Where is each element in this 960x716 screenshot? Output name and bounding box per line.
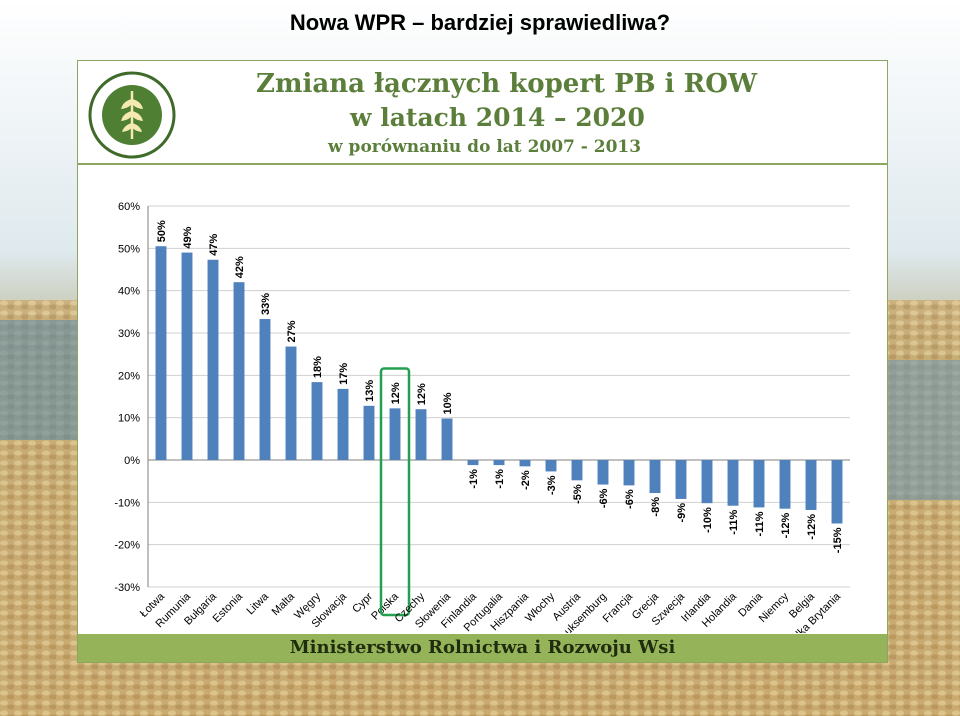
y-tick-label: 0% xyxy=(124,455,140,467)
bar-węgry xyxy=(311,382,323,460)
bar-szwecja xyxy=(675,460,687,499)
data-label: -1% xyxy=(494,469,506,489)
data-label: -6% xyxy=(624,489,636,509)
ministry-logo xyxy=(88,71,176,159)
chart-subtitle-comparison: w porównaniu do lat 2007 - 2013 xyxy=(328,137,642,157)
data-label: -2% xyxy=(520,470,532,490)
x-tick-label: Włochy xyxy=(523,590,557,624)
data-label: -15% xyxy=(832,527,844,553)
chart-title: Zmiana łącznych kopert PB i ROW xyxy=(256,69,758,99)
bar-litwa xyxy=(259,319,271,460)
bar-włochy xyxy=(545,460,557,472)
bar-irlandia xyxy=(701,460,713,504)
footer-ministry-name: Ministerstwo Rolnictwa i Rozwoju Wsi xyxy=(289,637,676,658)
highlight-frame-polska xyxy=(379,367,411,617)
y-tick-label: 30% xyxy=(118,328,140,340)
data-label: 12% xyxy=(390,382,402,404)
data-label: 13% xyxy=(364,380,376,402)
bar-cypr xyxy=(363,405,375,460)
data-label: -10% xyxy=(702,507,714,533)
bar-estonia xyxy=(233,282,245,460)
bar-grecja xyxy=(649,460,661,494)
chart-header: Zmiana łącznych kopert PB i ROW w latach… xyxy=(78,61,887,165)
x-tick-label: Francja xyxy=(601,590,636,625)
data-label: -11% xyxy=(754,511,766,536)
x-tick-label: Estonia xyxy=(211,590,246,625)
chart-panel: Zmiana łącznych kopert PB i ROW w latach… xyxy=(77,60,888,663)
bar-portugalia xyxy=(493,460,505,466)
footer-band: Ministerstwo Rolnictwa i Rozwoju Wsi xyxy=(78,634,887,662)
data-label: 49% xyxy=(182,226,194,248)
bar-dania xyxy=(753,460,765,508)
data-label: 12% xyxy=(416,383,428,405)
bar-rumunia xyxy=(181,252,193,460)
y-tick-label: -10% xyxy=(114,497,140,509)
data-label: 18% xyxy=(312,356,324,378)
bar-holandia xyxy=(727,460,739,506)
data-label: -12% xyxy=(806,514,818,540)
bar-wielka-brytania xyxy=(831,460,843,524)
slide-title: Nowa WPR – bardziej sprawiedliwa? xyxy=(289,10,671,35)
data-label: -8% xyxy=(650,497,662,517)
data-label: -11% xyxy=(728,510,740,535)
y-tick-label: 20% xyxy=(118,370,140,382)
bar-hiszpania xyxy=(519,460,531,467)
x-tick-label: Litwa xyxy=(244,590,271,617)
data-label: -9% xyxy=(676,503,688,523)
data-label: 50% xyxy=(156,220,168,242)
data-label: 17% xyxy=(338,363,350,385)
y-tick-label: 10% xyxy=(118,413,140,425)
data-label: -5% xyxy=(572,484,584,504)
bar-słowacja xyxy=(337,388,349,460)
y-tick-label: 40% xyxy=(118,286,140,298)
bar-finlandia xyxy=(467,460,479,466)
bar-francja xyxy=(623,460,635,486)
x-tick-label: Niemcy xyxy=(757,590,792,625)
bar-czechy xyxy=(415,409,427,460)
y-tick-label: 50% xyxy=(118,243,140,255)
data-label: 33% xyxy=(260,293,272,315)
data-label: 47% xyxy=(208,234,220,256)
data-label: 42% xyxy=(234,256,246,278)
bar-łotwa xyxy=(155,246,167,460)
y-tick-label: 60% xyxy=(118,201,140,213)
data-label: 27% xyxy=(286,320,298,342)
data-label: -1% xyxy=(468,469,480,489)
chart-subtitle-years: w latach 2014 – 2020 xyxy=(350,103,645,132)
bar-bułgaria xyxy=(207,259,219,460)
bar-belgia xyxy=(805,460,817,510)
data-label: -3% xyxy=(546,475,558,495)
bar-malta xyxy=(285,346,297,460)
y-tick-label: -30% xyxy=(114,582,140,594)
bar-chart: -30%-20%-10%0%10%20%30%40%50%60%50%Łotwa… xyxy=(114,201,850,633)
y-tick-label: -20% xyxy=(114,540,140,552)
data-label: 10% xyxy=(442,392,454,414)
bar-polska xyxy=(389,408,401,460)
bar-austria xyxy=(571,460,583,481)
bar-niemcy xyxy=(779,460,791,509)
bar-luksemburg xyxy=(597,460,609,485)
data-label: -12% xyxy=(780,512,792,538)
bar-słowenia xyxy=(441,418,453,460)
data-label: -6% xyxy=(598,488,610,508)
